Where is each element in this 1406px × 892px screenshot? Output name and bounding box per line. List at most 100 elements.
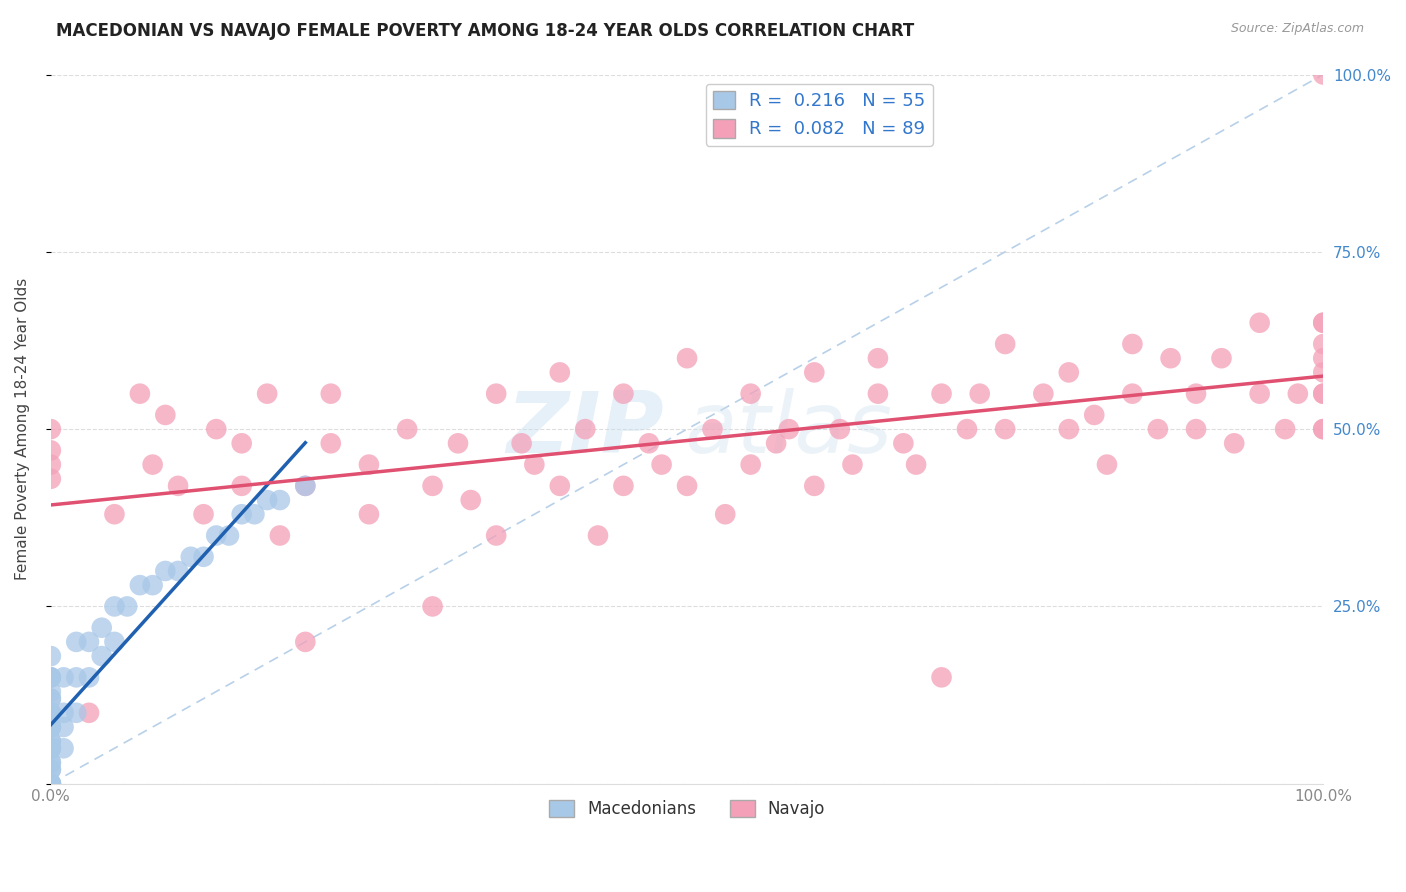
Point <box>1312 386 1334 401</box>
Text: MACEDONIAN VS NAVAJO FEMALE POVERTY AMONG 18-24 YEAR OLDS CORRELATION CHART: MACEDONIAN VS NAVAJO FEMALE POVERTY AMON… <box>56 22 914 40</box>
Point <box>778 422 800 436</box>
Point <box>357 458 380 472</box>
Point <box>548 479 571 493</box>
Point <box>39 422 62 436</box>
Point <box>1274 422 1296 436</box>
Point <box>129 386 152 401</box>
Point <box>994 422 1017 436</box>
Point <box>167 564 190 578</box>
Point <box>586 528 609 542</box>
Point <box>841 458 863 472</box>
Point <box>1185 422 1208 436</box>
Y-axis label: Female Poverty Among 18-24 Year Olds: Female Poverty Among 18-24 Year Olds <box>15 278 30 581</box>
Point <box>1312 351 1334 366</box>
Point <box>65 706 87 720</box>
Point <box>39 756 62 770</box>
Point <box>39 777 62 791</box>
Point <box>319 386 342 401</box>
Point <box>39 763 62 777</box>
Point <box>103 635 125 649</box>
Legend: Macedonians, Navajo: Macedonians, Navajo <box>543 794 832 825</box>
Point <box>231 436 253 450</box>
Point <box>39 684 62 698</box>
Point <box>39 670 62 684</box>
Point <box>1312 316 1334 330</box>
Point <box>1312 365 1334 379</box>
Point <box>39 763 62 777</box>
Point <box>52 670 75 684</box>
Point <box>39 741 62 756</box>
Point <box>1312 68 1334 82</box>
Point <box>155 564 177 578</box>
Point <box>205 528 228 542</box>
Point <box>1223 436 1246 450</box>
Point <box>193 507 215 521</box>
Point <box>740 386 762 401</box>
Point <box>39 472 62 486</box>
Point <box>103 599 125 614</box>
Point <box>969 386 991 401</box>
Point <box>39 670 62 684</box>
Point <box>905 458 928 472</box>
Point <box>52 706 75 720</box>
Point <box>765 436 787 450</box>
Point <box>460 493 482 508</box>
Point <box>294 635 316 649</box>
Point <box>142 458 165 472</box>
Point <box>1312 316 1334 330</box>
Point <box>612 479 634 493</box>
Point <box>115 599 138 614</box>
Point <box>39 734 62 748</box>
Point <box>39 720 62 734</box>
Point <box>256 386 278 401</box>
Point <box>39 649 62 664</box>
Point <box>396 422 419 436</box>
Point <box>1286 386 1309 401</box>
Point <box>39 741 62 756</box>
Point <box>90 621 112 635</box>
Point <box>357 507 380 521</box>
Point <box>651 458 673 472</box>
Point <box>231 479 253 493</box>
Point <box>676 479 699 493</box>
Point <box>1312 337 1334 351</box>
Point <box>77 635 100 649</box>
Point <box>866 351 889 366</box>
Point <box>39 443 62 458</box>
Point <box>167 479 190 493</box>
Point <box>243 507 266 521</box>
Point <box>256 493 278 508</box>
Point <box>39 777 62 791</box>
Point <box>828 422 851 436</box>
Point <box>1185 386 1208 401</box>
Point <box>218 528 240 542</box>
Point <box>103 507 125 521</box>
Point <box>39 777 62 791</box>
Point <box>485 528 508 542</box>
Point <box>1121 386 1143 401</box>
Point <box>803 365 825 379</box>
Point <box>39 670 62 684</box>
Point <box>803 479 825 493</box>
Point <box>205 422 228 436</box>
Point <box>574 422 596 436</box>
Point <box>129 578 152 592</box>
Text: atlas: atlas <box>685 388 893 471</box>
Point <box>39 458 62 472</box>
Point <box>294 479 316 493</box>
Point <box>1160 351 1182 366</box>
Point <box>39 691 62 706</box>
Point <box>65 670 87 684</box>
Point <box>155 408 177 422</box>
Point <box>269 528 291 542</box>
Point <box>77 670 100 684</box>
Point <box>1312 386 1334 401</box>
Text: ZIP: ZIP <box>506 388 664 471</box>
Point <box>702 422 724 436</box>
Point <box>294 479 316 493</box>
Point <box>523 458 546 472</box>
Point <box>931 670 953 684</box>
Point <box>39 691 62 706</box>
Point <box>931 386 953 401</box>
Point <box>90 649 112 664</box>
